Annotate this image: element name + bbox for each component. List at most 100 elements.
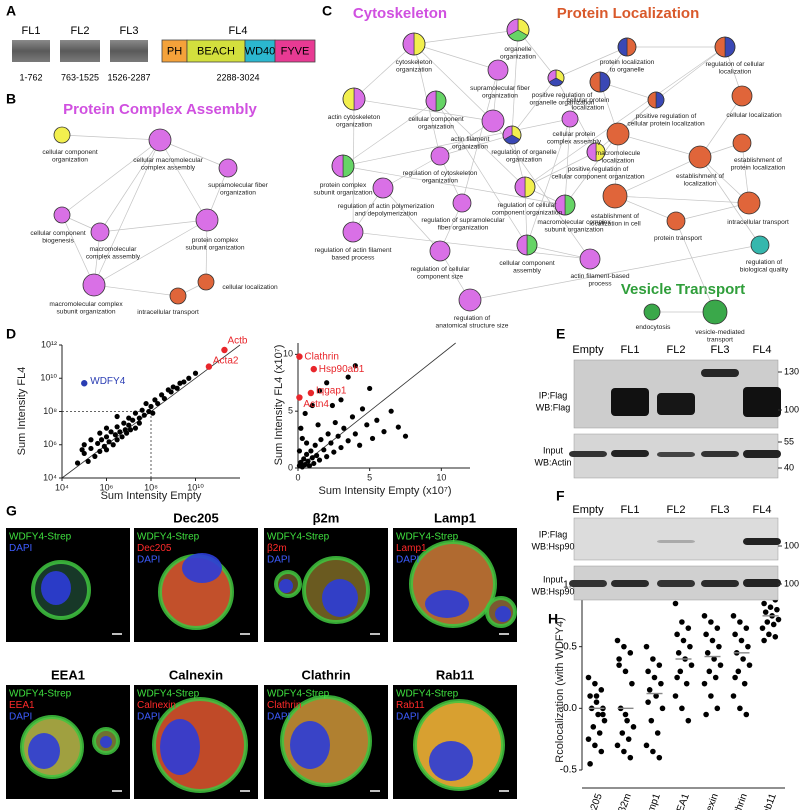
data-point: [161, 395, 167, 402]
node-label: organization: [336, 121, 372, 128]
data-point: [774, 606, 780, 613]
data-point: [152, 397, 158, 403]
data-point: [650, 656, 656, 662]
network-node-outline: [617, 37, 637, 57]
data-point: [653, 693, 659, 699]
panel-letter: E: [556, 326, 565, 342]
network-node: [561, 110, 579, 128]
image-title: Lamp1: [434, 510, 476, 525]
marker-label: 40: [784, 462, 794, 472]
network-node: [750, 235, 770, 255]
data-point: [324, 380, 330, 386]
network-edge: [614, 156, 701, 197]
blot-label: WB:Actin: [534, 457, 571, 467]
marker-label: 130: [784, 366, 799, 376]
node-label: actin filament-based: [570, 273, 629, 280]
node-label: biogenesis: [42, 237, 74, 244]
y-axis-label: Sum Intensity FL4: [16, 367, 28, 456]
node-label: organization: [452, 143, 488, 150]
network-node-slice: [514, 176, 526, 198]
network-edge: [413, 29, 519, 45]
network-edge: [382, 155, 441, 189]
channel-label: Clathrin: [267, 700, 301, 711]
data-point: [601, 717, 608, 724]
lane-label: FL3: [711, 504, 730, 516]
data-point: [81, 442, 87, 448]
network-node: [429, 240, 451, 262]
data-point: [150, 410, 156, 416]
data-point: [136, 420, 142, 426]
network-node: [702, 299, 728, 325]
blot-band: [701, 580, 739, 587]
channel-label: WDFY4-Strep: [396, 689, 459, 700]
data-point: [616, 656, 622, 662]
x-tick-label: 10⁶: [100, 482, 114, 492]
network-node: [643, 303, 661, 321]
data-point: [775, 616, 782, 623]
network-edge: [93, 284, 179, 297]
network-node-outline: [506, 18, 530, 42]
data-point: [650, 748, 656, 755]
identity-line: [297, 342, 456, 469]
network-node-slice: [714, 36, 726, 58]
node-label: cellular protein: [553, 131, 596, 138]
node-label: regulation of cellular: [497, 202, 557, 209]
data-point: [121, 420, 127, 426]
data-point: [123, 430, 130, 436]
node-label: complex assembly: [141, 164, 196, 171]
data-point: [679, 619, 685, 625]
network-node: [487, 59, 509, 81]
node-label: regulation of actin polymerization: [338, 203, 435, 210]
data-point: [126, 422, 132, 428]
data-point: [168, 389, 174, 395]
network-edge: [352, 231, 591, 260]
blot-band: [611, 450, 649, 457]
data-point: [110, 442, 116, 448]
fragment-box: [60, 40, 100, 62]
network-edge: [435, 100, 528, 246]
data-point: [117, 429, 123, 435]
data-point: [701, 680, 708, 687]
panel-letter: A: [6, 3, 16, 19]
data-point: [345, 438, 351, 444]
network-node-slice: [524, 176, 536, 198]
blot-label: Input: [543, 445, 564, 455]
node-label: cellular protein localization: [627, 120, 705, 127]
network-node-slice: [342, 154, 355, 178]
data-point: [619, 730, 626, 736]
fragment-name: FL3: [120, 25, 139, 37]
node-label: regulation of cellular: [410, 266, 470, 273]
data-point: [146, 408, 152, 415]
network-edge: [99, 139, 161, 233]
node-label: organelle organization: [530, 99, 595, 106]
data-point: [627, 754, 634, 761]
data-point: [132, 425, 139, 431]
data-point: [732, 674, 738, 681]
data-point: [688, 662, 695, 668]
network-node-outline: [714, 36, 736, 58]
data-point: [714, 705, 721, 712]
data-point: [593, 693, 600, 699]
data-point: [186, 375, 192, 381]
nucleus: [290, 721, 330, 769]
marker-label: 100: [784, 578, 799, 588]
point-label: Acta2: [213, 355, 239, 366]
data-point: [302, 461, 308, 468]
network-edge: [61, 214, 95, 286]
blot-label: WB:Hsp90: [531, 541, 574, 551]
network-node: [53, 206, 71, 224]
data-point: [88, 445, 94, 452]
node-label: establishment of: [676, 173, 724, 180]
data-point: [155, 400, 161, 407]
data-point: [388, 408, 394, 414]
x-tick-label: 0: [295, 472, 300, 482]
y-tick-label: 0.5: [563, 641, 577, 652]
image-title: Dec205: [173, 510, 219, 525]
network-node: [731, 85, 753, 107]
data-point: [296, 448, 303, 454]
data-point: [136, 415, 142, 421]
data-point: [717, 662, 724, 668]
nucleus: [279, 579, 293, 593]
data-point: [585, 736, 592, 742]
lane-label: FL3: [711, 344, 730, 356]
